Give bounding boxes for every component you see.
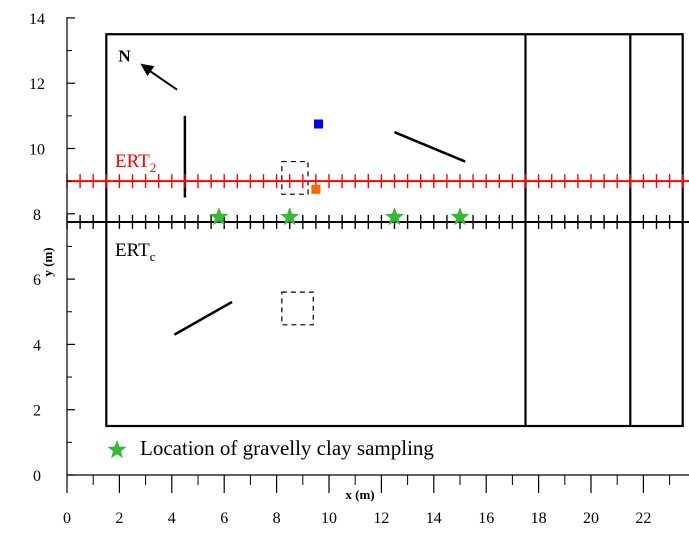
legend-label: Location of gravelly clay sampling <box>140 436 434 460</box>
y-axis-title: y (m) <box>40 247 55 276</box>
markers-layer <box>209 119 470 226</box>
legend: Location of gravelly clay sampling <box>107 436 434 460</box>
dashed-box <box>281 291 314 326</box>
x-tick-label: 10 <box>321 510 337 527</box>
ert-profile-subscript: 2 <box>150 160 157 175</box>
y-tick-label: 8 <box>33 207 41 224</box>
y-tick-label: 0 <box>33 468 41 485</box>
legend-star-icon <box>107 440 127 459</box>
site-boundary <box>105 33 684 428</box>
north-arrow <box>145 67 178 91</box>
x-tick-label: 0 <box>63 510 71 527</box>
x-tick-label: 2 <box>115 510 123 527</box>
axes-layer: 0 2 4 6 8 10 12 14 0 2 4 6 8 10 12 14 16 18 20 22 <box>29 11 689 527</box>
y-tick-label: 14 <box>29 11 45 28</box>
ert-profile-label: ERT2 <box>115 151 156 175</box>
x-tick-label: 8 <box>273 510 281 527</box>
y-tick-label: 10 <box>29 142 45 159</box>
x-tick-label: 6 <box>220 510 228 527</box>
square-marker <box>311 184 321 194</box>
square-marker <box>314 119 324 129</box>
x-tick-label: 18 <box>531 510 547 527</box>
ert-profile-label: ERTc <box>115 240 156 264</box>
y-tick-label: 2 <box>33 403 41 420</box>
north-arrow-head <box>140 63 155 77</box>
x-tick-label: 12 <box>373 510 389 527</box>
x-tick-label: 20 <box>583 510 599 527</box>
sample-star-marker <box>385 207 404 226</box>
x-tick-label: 16 <box>478 510 494 527</box>
line-feature <box>173 300 233 336</box>
sample-star-marker <box>450 207 470 226</box>
x-axis-title: x (m) <box>345 487 374 502</box>
line-feature <box>394 131 466 163</box>
grid-layer: N <box>105 33 684 428</box>
y-tick-label: 12 <box>29 76 45 93</box>
dashed-box <box>281 160 309 195</box>
x-tick-label: 14 <box>426 510 442 527</box>
x-tick-label: 22 <box>635 510 651 527</box>
y-tick-label: 6 <box>33 272 41 289</box>
sample-star-marker <box>280 207 300 226</box>
y-tick-label: 4 <box>33 337 41 354</box>
sample-star-marker <box>209 207 229 226</box>
x-tick-label: 4 <box>168 510 176 527</box>
profiles-layer: ERT2 ERTc <box>66 151 689 264</box>
ert-profile-subscript: c <box>150 249 156 264</box>
north-label: N <box>118 47 131 66</box>
